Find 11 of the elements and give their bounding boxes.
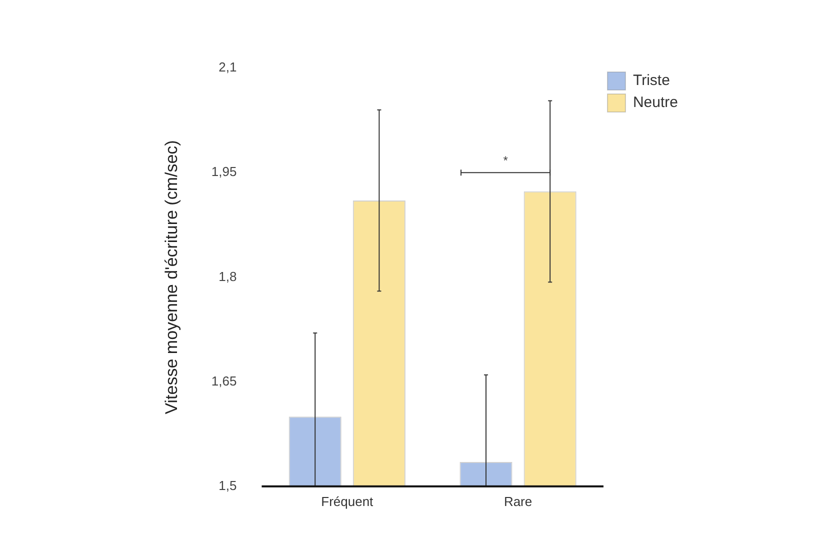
- y-tick-label: 1,8: [218, 268, 237, 284]
- y-tick-label: 1,5: [218, 478, 237, 493]
- y-tick-label: 1,65: [211, 373, 237, 388]
- y-tick-label: 2,1: [218, 60, 237, 75]
- legend-label: Neutre: [632, 94, 678, 112]
- annotation: *: [503, 154, 508, 168]
- y-tick-label: 1,95: [211, 164, 237, 180]
- legend-label: Triste: [632, 72, 670, 90]
- x-tick-label: Fréquent: [321, 494, 374, 509]
- x-tick-label: Rare: [504, 494, 532, 509]
- y-axis-title: Vitesse moyenne d'écriture (cm/sec): [162, 140, 181, 414]
